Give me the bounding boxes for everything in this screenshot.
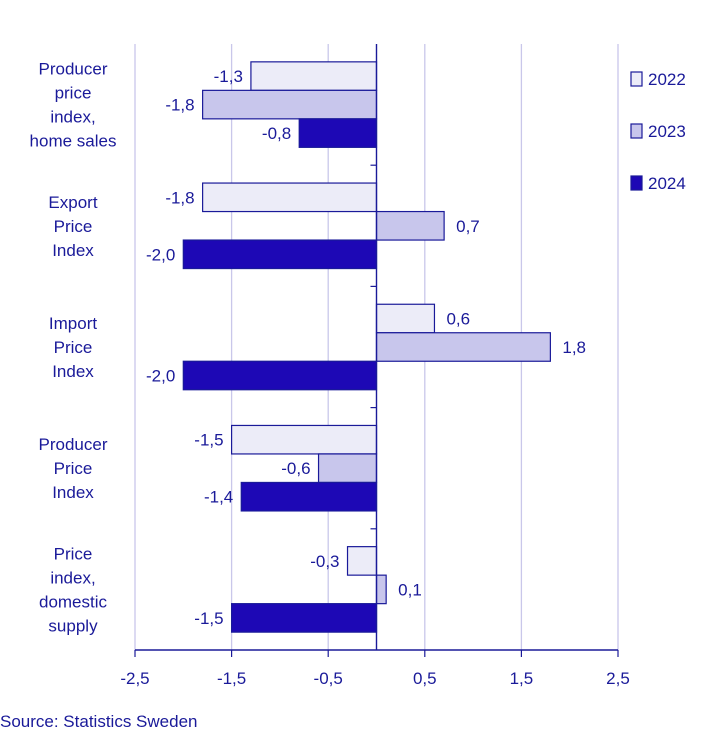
bar-2023 [202,89,378,120]
legend-label-2023: 2023 [648,122,686,141]
category-label-line: index, [50,108,95,127]
category-label-line: Export [48,193,97,212]
legend: 2022 2023 2024 [630,70,686,193]
category-label: Producer Price Index [39,435,108,502]
data-label-2023: 1,8 [562,338,586,357]
category-label-line: supply [48,616,98,635]
data-label-2022: -1,3 [214,67,243,86]
data-label-2022: 0,6 [446,310,470,329]
data-label-2022: -0,3 [310,552,339,571]
category-labels: Producer price index, home sales Export Price… [30,60,117,636]
category-label-line: Index [52,241,94,260]
x-tick-label: -0,5 [314,669,343,688]
data-label-2024: -2,0 [146,367,175,386]
bar-2022 [375,303,436,334]
category-label-line: Price [54,544,93,563]
category-label-line: Price [54,459,93,478]
legend-swatch-2023 [630,123,643,139]
bar-2024 [231,603,378,633]
bar-2022 [202,182,378,213]
data-label-2022: -1,5 [194,431,223,450]
category-label: Import Price Index [49,314,97,381]
bar-2022 [250,61,378,91]
bar-2024 [240,481,378,512]
bars [182,61,551,633]
legend-label-2024: 2024 [648,174,686,193]
data-label-2024: -2,0 [146,245,175,264]
category-label-line: Import [49,314,97,333]
bar-2023 [317,453,378,484]
data-labels: -1,3 -1,8 -0,8 -1,8 0,7 -2,0 0,6 1,8 -2,0 -1,5 -0,… [146,67,586,628]
axes: -2,5 -1,5 -0,5 0,5 1,5 2,5 [120,44,630,688]
category-label-line: Producer [39,60,108,79]
x-tick-label: -2,5 [120,669,149,688]
category-label-line: Producer [39,435,108,454]
data-label-2023: 0,1 [398,580,422,599]
bar-2024 [298,118,378,148]
category-label: Producer price index, home sales [30,60,117,151]
bar-2022 [346,546,378,576]
bar-2023 [375,332,551,362]
category-label-line: Price [54,338,93,357]
category-label-line: domestic [39,592,108,611]
category-label-line: Index [52,362,94,381]
legend-swatch-2022 [630,71,643,87]
source-note: Source: Statistics Sweden [0,712,198,731]
data-label-2023: -1,8 [165,96,194,115]
category-label: Export Price Index [48,193,97,260]
bar-2023 [375,210,445,241]
data-label-2024: -1,4 [204,488,233,507]
bar-2023 [375,574,387,605]
bar-2022 [231,424,378,455]
x-tick-label: -1,5 [217,669,246,688]
x-tick-label: 0,5 [413,669,437,688]
data-label-2022: -1,8 [165,188,194,207]
data-label-2023: 0,7 [456,217,480,236]
data-label-2024: -1,5 [194,609,223,628]
data-label-2023: -0,6 [281,459,310,478]
category-label-line: index, [50,568,95,587]
bar-2024 [182,360,378,391]
data-label-2024: -0,8 [262,124,291,143]
x-tick-label: 1,5 [510,669,534,688]
category-label-line: price [55,84,92,103]
category-label-line: home sales [30,132,117,151]
category-label-line: Price [54,217,93,236]
x-tick-label: 2,5 [606,669,630,688]
category-label: Price index, domestic supply [39,544,108,635]
legend-swatch-2024 [630,175,643,191]
category-label-line: Index [52,483,94,502]
legend-label-2022: 2022 [648,70,686,89]
bar-2024 [182,239,378,270]
